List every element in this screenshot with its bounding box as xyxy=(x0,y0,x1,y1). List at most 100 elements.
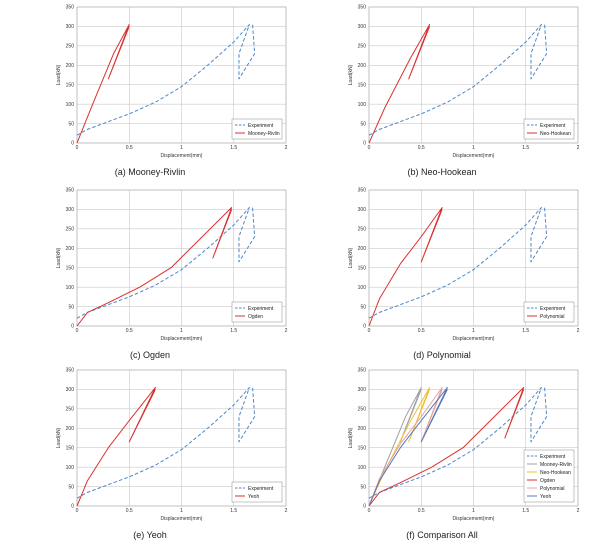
y-tick-label: 250 xyxy=(358,407,367,413)
y-tick-label: 50 xyxy=(68,304,74,310)
series-line-yeoh xyxy=(76,386,156,507)
y-tick-label: 200 xyxy=(66,63,75,69)
y-tick-label: 250 xyxy=(66,227,75,233)
y-tick-label: 300 xyxy=(66,387,75,393)
y-tick-label: 0 xyxy=(363,324,366,330)
x-tick-label: 2 xyxy=(577,328,580,334)
caption-ogden: (c) Ogden xyxy=(129,350,171,360)
series-line-experiment xyxy=(368,386,548,499)
x-tick-label: 2 xyxy=(285,328,288,334)
caption-comparison-all: (f) Comparison All xyxy=(406,530,478,540)
y-tick-label: 350 xyxy=(66,368,75,374)
series-line-yeoh xyxy=(368,386,448,507)
panel-neo-hookean: 0 50 100 150 200 250 300 350 0 0.5 1 1.5 2 Displaceme… xyxy=(302,2,582,182)
y-tick-label: 100 xyxy=(66,285,75,291)
series-line-polynomial xyxy=(368,206,443,327)
x-tick-label: 0 xyxy=(76,508,79,514)
chart-neo-hookean: 0 50 100 150 200 250 300 350 0 0.5 1 1.5 2 Displaceme… xyxy=(348,5,580,159)
y-tick-label: 200 xyxy=(66,426,75,432)
x-axis-label: Displacement(mm) xyxy=(453,153,495,159)
y-tick-label: 200 xyxy=(358,426,367,432)
chart-polynomial: 0 50 100 150 200 250 300 350 0 0.5 1 1.5 2 Displaceme… xyxy=(348,188,580,342)
y-tick-label: 300 xyxy=(66,24,75,30)
y-tick-label: 0 xyxy=(363,504,366,510)
x-axis-label: Displacement(mm) xyxy=(453,516,495,522)
panel-ogden: 0 50 100 150 200 250 300 350 0 0.5 1 1.5 2 Displaceme… xyxy=(10,185,290,365)
y-tick-label: 300 xyxy=(66,207,75,213)
x-tick-label: 1.5 xyxy=(522,328,529,334)
legend-box xyxy=(231,301,283,323)
x-tick-label: 1.5 xyxy=(522,145,529,151)
x-tick-label: 1 xyxy=(472,145,475,151)
y-tick-label: 350 xyxy=(358,188,367,194)
x-tick-label: 0 xyxy=(76,145,79,151)
y-tick-label: 350 xyxy=(66,188,75,194)
y-tick-label: 50 xyxy=(68,121,74,127)
legend-label-experiment: Experiment xyxy=(540,306,566,312)
y-tick-label: 250 xyxy=(358,44,367,50)
y-tick-label: 150 xyxy=(358,82,367,88)
y-tick-label: 0 xyxy=(71,504,74,510)
panel-mooney-rivlin: 0 50 100 150 200 250 300 350 0 0.5 1 1.5 2 Displaceme… xyxy=(10,2,290,182)
legend-label-experiment: Experiment xyxy=(540,123,566,129)
y-tick-label: 250 xyxy=(358,227,367,233)
series-line-ogden xyxy=(368,386,525,507)
legend-label-yeoh: Yeoh xyxy=(248,494,259,500)
x-tick-label: 1.5 xyxy=(522,508,529,514)
y-axis-label: Load(kN) xyxy=(348,247,354,268)
chart-ogden: 0 50 100 150 200 250 300 350 0 0.5 1 1.5 2 Displaceme… xyxy=(56,188,288,342)
legend-label-polynomial: Polynomial xyxy=(540,314,564,320)
chart-mooney-rivlin: 0 50 100 150 200 250 300 350 0 0.5 1 1.5 2 Displaceme… xyxy=(56,5,288,159)
caption-yeoh: (e) Yeoh xyxy=(133,530,167,540)
x-tick-label: 1 xyxy=(180,145,183,151)
legend-box xyxy=(231,481,283,503)
x-tick-label: 2 xyxy=(577,145,580,151)
series-line-experiment xyxy=(368,23,548,136)
y-tick-label: 150 xyxy=(66,445,75,451)
x-axis-label: Displacement(mm) xyxy=(453,336,495,342)
y-tick-label: 50 xyxy=(360,121,366,127)
legend-label-ogden: Ogden xyxy=(540,478,555,484)
x-tick-label: 1 xyxy=(180,328,183,334)
legend-label-experiment: Experiment xyxy=(248,123,274,129)
y-axis-label: Load(kN) xyxy=(56,64,62,85)
y-tick-label: 350 xyxy=(358,5,367,11)
panel-polynomial: 0 50 100 150 200 250 300 350 0 0.5 1 1.5 2 Displaceme… xyxy=(302,185,582,365)
caption-polynomial: (d) Polynomial xyxy=(413,350,471,360)
legend-label-ogden: Ogden xyxy=(248,314,263,320)
chart-comparison-all: 0 50 100 150 200 250 300 350 0 0.5 1 1.5 2 Displaceme… xyxy=(348,368,580,522)
series-line-ogden xyxy=(76,206,233,327)
y-tick-label: 0 xyxy=(363,141,366,147)
x-tick-label: 1 xyxy=(180,508,183,514)
legend-box xyxy=(523,301,575,323)
y-tick-label: 100 xyxy=(358,102,367,108)
x-tick-label: 0.5 xyxy=(418,508,425,514)
x-tick-label: 0.5 xyxy=(418,145,425,151)
legend-label-polynomial: Polynomial xyxy=(540,486,564,492)
x-tick-label: 0.5 xyxy=(126,145,133,151)
x-tick-label: 2 xyxy=(285,145,288,151)
y-tick-label: 100 xyxy=(66,465,75,471)
y-axis-label: Load(kN) xyxy=(56,427,62,448)
legend-label-neo-hookean: Neo-Hookean xyxy=(540,470,571,476)
y-axis-label: Load(kN) xyxy=(348,64,354,85)
y-axis-label: Load(kN) xyxy=(56,247,62,268)
y-axis-label: Load(kN) xyxy=(348,427,354,448)
series-line-mooney-rivlin xyxy=(76,23,130,144)
y-tick-label: 250 xyxy=(66,44,75,50)
y-tick-label: 350 xyxy=(358,368,367,374)
x-tick-label: 1.5 xyxy=(230,328,237,334)
caption-neo-hookean: (b) Neo-Hookean xyxy=(407,167,477,177)
y-tick-label: 350 xyxy=(66,5,75,11)
y-tick-label: 0 xyxy=(71,324,74,330)
y-tick-label: 300 xyxy=(358,207,367,213)
series-line-neo-hookean xyxy=(368,23,431,144)
legend-box xyxy=(523,118,575,140)
series-line-experiment xyxy=(76,23,256,136)
x-tick-label: 0.5 xyxy=(418,328,425,334)
x-tick-label: 0 xyxy=(368,328,371,334)
x-tick-label: 0.5 xyxy=(126,508,133,514)
x-tick-label: 0 xyxy=(368,508,371,514)
x-tick-label: 1.5 xyxy=(230,145,237,151)
x-tick-label: 2 xyxy=(577,508,580,514)
